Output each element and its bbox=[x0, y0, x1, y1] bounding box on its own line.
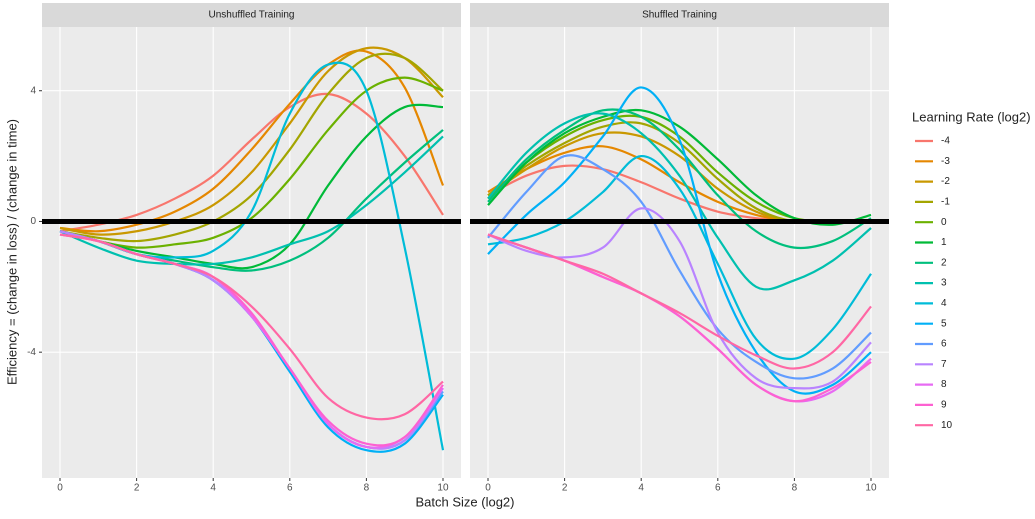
series-line bbox=[487, 233, 872, 370]
series-line bbox=[59, 135, 444, 266]
series-line bbox=[59, 92, 444, 233]
series-line bbox=[59, 52, 444, 243]
x-axis-label: Batch Size (log2) bbox=[416, 494, 515, 509]
x-tick-label: 10 bbox=[437, 483, 449, 494]
y-tick-label: 4 bbox=[30, 85, 36, 96]
series-line bbox=[487, 154, 872, 361]
x-tick-label: 6 bbox=[715, 483, 721, 494]
legend-label: -1 bbox=[941, 197, 950, 208]
x-tick-label: 4 bbox=[210, 483, 216, 494]
series-line bbox=[487, 154, 872, 380]
series-line bbox=[59, 76, 444, 249]
legend-label: 3 bbox=[941, 278, 947, 289]
legend-label: 5 bbox=[941, 318, 947, 329]
series-line bbox=[487, 86, 872, 395]
x-tick-label: 10 bbox=[865, 483, 877, 494]
facet-title: Shuffled Training bbox=[642, 10, 717, 21]
legend-label: 9 bbox=[941, 400, 947, 411]
legend-title: Learning Rate (log2) bbox=[912, 109, 1031, 124]
panel bbox=[42, 27, 461, 478]
x-tick-label: 8 bbox=[364, 483, 370, 494]
series-line bbox=[59, 46, 444, 236]
x-tick-label: 0 bbox=[485, 483, 491, 494]
x-tick-label: 2 bbox=[134, 483, 140, 494]
series-line bbox=[59, 233, 444, 421]
x-tick-label: 6 bbox=[287, 483, 293, 494]
y-axis-label: Efficiency = (change in loss) / (change … bbox=[4, 119, 19, 385]
legend-label: 8 bbox=[941, 379, 947, 390]
x-tick-label: 4 bbox=[638, 483, 644, 494]
facet-title: Unshuffled Training bbox=[209, 10, 295, 21]
legend-label: 10 bbox=[941, 420, 953, 431]
legend-label: 4 bbox=[941, 298, 947, 309]
strip bbox=[42, 3, 461, 27]
y-tick-label: 0 bbox=[30, 216, 36, 227]
series-line bbox=[59, 49, 445, 233]
legend-label: 2 bbox=[941, 257, 947, 268]
x-tick-label: 2 bbox=[562, 483, 568, 494]
legend-label: -3 bbox=[941, 156, 950, 167]
series-line bbox=[487, 108, 872, 250]
x-tick-label: 0 bbox=[57, 483, 63, 494]
strip bbox=[470, 3, 889, 27]
legend-label: -4 bbox=[941, 136, 950, 147]
legend-label: 1 bbox=[941, 237, 947, 248]
x-tick-label: 8 bbox=[792, 483, 798, 494]
legend-label: 0 bbox=[941, 217, 947, 228]
legend-label: 7 bbox=[941, 359, 947, 370]
legend-label: 6 bbox=[941, 339, 947, 350]
series-line bbox=[487, 112, 872, 291]
legend-label: -2 bbox=[941, 176, 950, 187]
y-tick-label: -4 bbox=[27, 347, 36, 358]
